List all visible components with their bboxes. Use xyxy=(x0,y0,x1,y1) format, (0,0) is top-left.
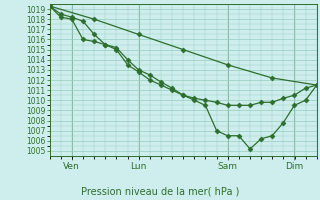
Text: Pression niveau de la mer( hPa ): Pression niveau de la mer( hPa ) xyxy=(81,186,239,196)
